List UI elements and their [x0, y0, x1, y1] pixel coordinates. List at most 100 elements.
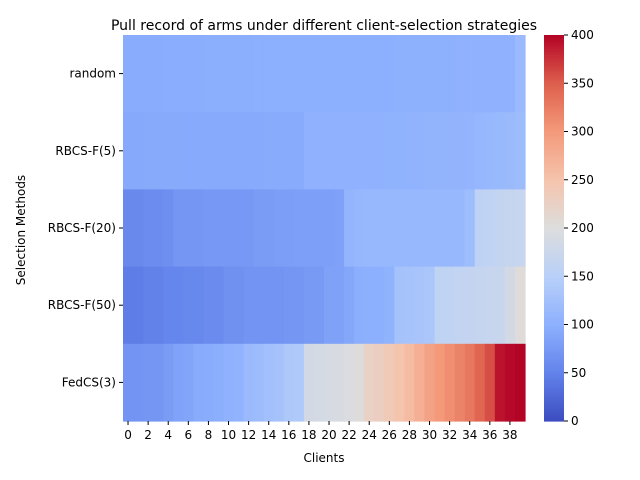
colorbar-segment: [544, 357, 564, 360]
heatmap-cell: [484, 343, 496, 422]
heatmap-cell: [514, 266, 526, 345]
heatmap-cell: [394, 266, 405, 345]
colorbar-segment: [544, 407, 564, 411]
column-label: 24: [362, 428, 377, 442]
heatmap-cell: [133, 112, 144, 190]
colorbar-segment: [544, 90, 564, 94]
colorbar-segment: [544, 405, 564, 409]
colorbar-segment: [544, 291, 564, 295]
column-label: 32: [442, 428, 457, 442]
heatmap-cell: [454, 343, 466, 422]
heatmap-cell: [143, 35, 154, 113]
heatmap-cell: [384, 266, 395, 345]
heatmap-cell: [504, 189, 516, 268]
colorbar-segment: [544, 104, 564, 108]
y-axis-label: Selection Methods: [14, 175, 28, 285]
colorbar-segment: [544, 87, 564, 90]
colorbar-segment: [544, 85, 564, 88]
heatmap-cell: [213, 189, 225, 268]
colorbar-segment: [544, 228, 564, 231]
colorbar-segment: [544, 415, 564, 418]
heatmap-cell: [143, 266, 154, 345]
heatmap-cell: [374, 35, 385, 113]
colorbar-segment: [544, 131, 564, 135]
colorbar-segment: [544, 112, 564, 115]
colorbar-segment: [544, 208, 564, 212]
heatmap-cell: [364, 266, 375, 345]
heatmap-cell: [193, 343, 204, 422]
colorbar-segment: [544, 328, 564, 331]
heatmap-cell: [293, 35, 305, 113]
colorbar-segment: [544, 384, 564, 387]
heatmap-cell: [183, 343, 194, 422]
heatmap-cell: [354, 266, 365, 345]
colorbar-segment: [544, 235, 564, 239]
heatmap-cell: [444, 343, 456, 422]
heatmap-cell: [484, 112, 496, 190]
colorbar-segment: [544, 255, 564, 258]
colorbar-segment: [544, 50, 564, 53]
colorbar-segment: [544, 218, 564, 221]
colorbar-segment: [544, 189, 564, 192]
heatmap-cell: [123, 266, 134, 345]
heatmap-cell: [394, 189, 405, 268]
heatmap-cell: [324, 112, 335, 190]
heatmap-cell: [454, 35, 466, 113]
heatmap-cell: [153, 112, 164, 190]
colorbar: 0 50 100 150 200 250 300 350 400: [544, 28, 594, 428]
colorbar-segment: [544, 96, 564, 100]
colorbar-segment: [544, 330, 564, 333]
colorbar-segment: [544, 114, 564, 117]
heatmap-cell: [283, 189, 295, 268]
heatmap-cell: [293, 266, 305, 345]
heatmap-cell: [273, 35, 285, 113]
heatmap-cell: [364, 343, 375, 422]
colorbar-segment: [544, 197, 564, 200]
heatmap-cell: [223, 189, 235, 268]
colorbar-segment: [544, 353, 564, 356]
colorbar-segment: [544, 102, 564, 106]
colorbar-segment: [544, 243, 564, 246]
colorbar-tick-label: 100: [571, 318, 594, 332]
column-label: 30: [422, 428, 437, 442]
heatmap-cell: [273, 189, 285, 268]
colorbar-segment: [544, 285, 564, 289]
heatmap-cell: [424, 343, 436, 422]
heatmap-cell: [263, 343, 275, 422]
colorbar-segment: [544, 393, 564, 397]
heatmap-cell: [434, 266, 446, 345]
heatmap-cell: [303, 343, 315, 422]
heatmap-cell: [344, 35, 355, 113]
colorbar-segment: [544, 168, 564, 171]
row-label: RBCS-F(5): [55, 144, 116, 158]
heatmap-cell: [374, 266, 385, 345]
heatmap-cell: [263, 189, 275, 268]
heatmap-cell: [173, 266, 184, 345]
heatmap-cell: [253, 266, 265, 345]
heatmap-cell: [283, 112, 295, 190]
colorbar-segment: [544, 164, 564, 167]
colorbar-segment: [544, 390, 564, 393]
heatmap-cell: [354, 35, 365, 113]
heatmap-cell: [444, 189, 456, 268]
colorbar-segment: [544, 380, 564, 383]
heatmap-cell: [464, 112, 476, 190]
colorbar-segment: [544, 262, 564, 266]
colorbar-segment: [544, 351, 564, 355]
heatmap-cell: [344, 189, 355, 268]
heatmap-cell: [334, 35, 345, 113]
heatmap-cell: [324, 266, 335, 345]
heatmap-cell: [354, 112, 365, 190]
colorbar-segment: [544, 401, 564, 405]
colorbar-segment: [544, 388, 564, 391]
heatmap-cell: [404, 35, 416, 113]
colorbar-segment: [544, 293, 564, 297]
colorbar-segment: [544, 58, 564, 61]
colorbar-segment: [544, 247, 564, 250]
heatmap-cell: [384, 112, 395, 190]
colorbar-segment: [544, 229, 564, 233]
chart-title: Pull record of arms under different clie…: [111, 18, 537, 34]
heatmap-cell: [464, 35, 476, 113]
column-label: 12: [241, 428, 256, 442]
column-label: 38: [502, 428, 517, 442]
